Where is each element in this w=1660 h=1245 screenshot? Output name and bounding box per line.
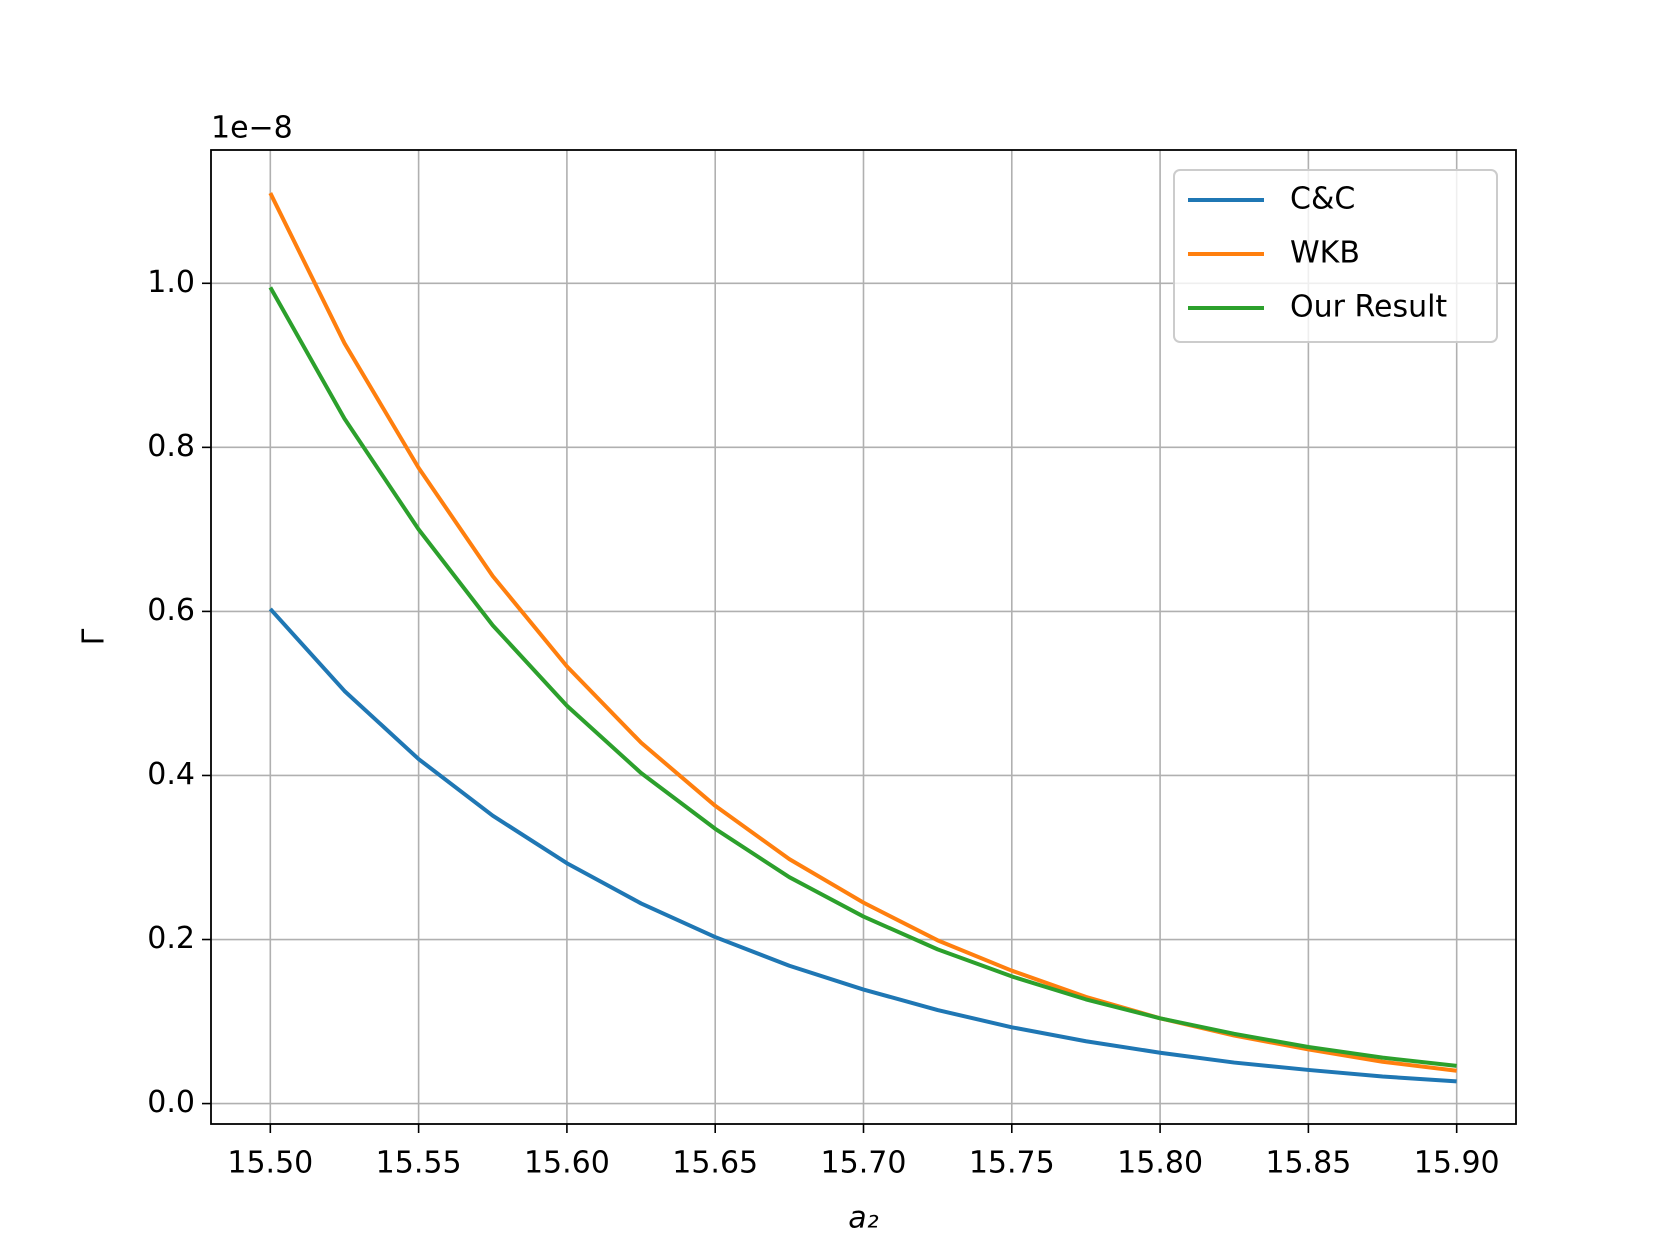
y-tick-label: 0.4 (147, 757, 195, 792)
legend-label: WKB (1290, 236, 1360, 271)
y-axis-label: Γ (77, 628, 112, 645)
y-tick-label: 1.0 (147, 265, 195, 300)
legend-label: C&C (1290, 182, 1355, 217)
y-tick-label: 0.8 (147, 429, 195, 464)
x-tick-label: 15.85 (1265, 1146, 1351, 1181)
legend-box (1173, 169, 1498, 343)
y-tick-label: 0.2 (147, 921, 195, 956)
x-tick-label: 15.65 (672, 1146, 758, 1181)
series-line (268, 607, 1457, 1084)
legend-label: Our Result (1290, 290, 1447, 325)
x-tick-label: 15.80 (1117, 1146, 1203, 1181)
plot-frame (210, 149, 1517, 1125)
x-tick-label: 15.60 (524, 1146, 610, 1181)
x-tick-label: 15.55 (376, 1146, 462, 1181)
y-offset-label: 1e−8 (211, 111, 293, 146)
x-tick-label: 15.90 (1414, 1146, 1500, 1181)
series-line (268, 286, 1457, 1068)
x-tick-label: 15.70 (821, 1146, 907, 1181)
y-tick-label: 0.6 (147, 593, 195, 628)
y-tick-label: 0.0 (147, 1085, 195, 1120)
x-tick-label: 15.50 (227, 1146, 313, 1181)
x-tick-label: 15.75 (969, 1146, 1055, 1181)
x-axis-label: a₂ (848, 1201, 878, 1236)
